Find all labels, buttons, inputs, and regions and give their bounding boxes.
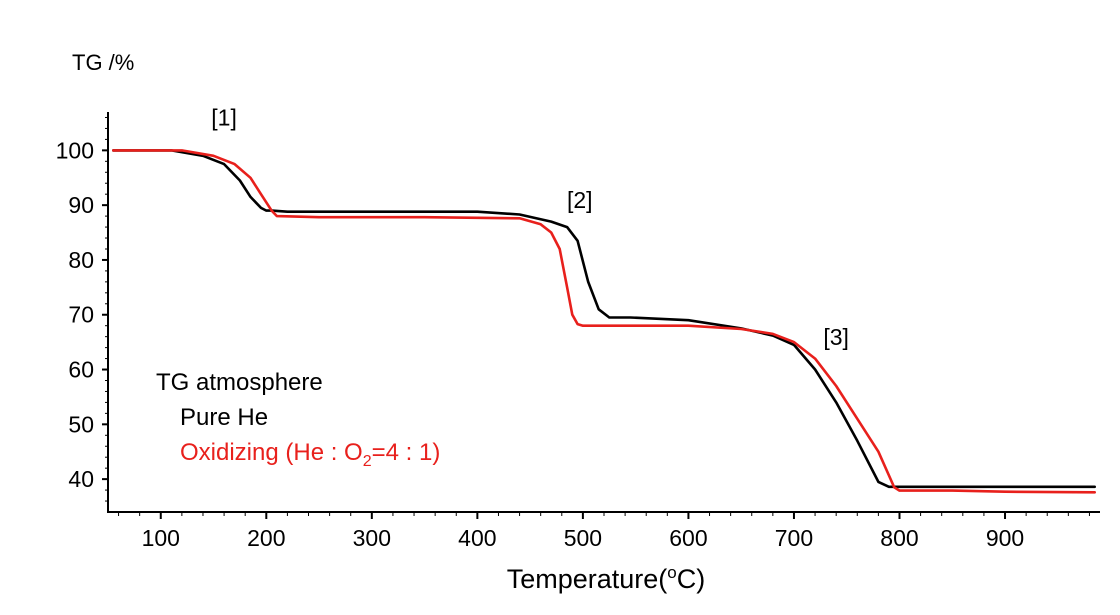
legend-entry-oxidizing: Oxidizing (He : O2=4 : 1) <box>180 439 440 470</box>
legend-entry-pure-he: Pure He <box>180 404 268 431</box>
x-axis-title-prefix: Temperature( <box>507 564 668 594</box>
x-axis-title: Temperature(oC) <box>507 563 706 594</box>
annotations: [1] [2] [3] <box>211 105 849 350</box>
step-annotation: [3] <box>823 324 849 350</box>
x-tick-label: 400 <box>458 525 496 551</box>
legend-ox-suffix: =4 : 1) <box>372 439 441 466</box>
y-axis-title: TG /% <box>72 50 134 75</box>
x-tick-label: 300 <box>353 525 391 551</box>
x-tick-label: 900 <box>986 525 1024 551</box>
x-tick-label: 100 <box>142 525 180 551</box>
x-tick-label: 700 <box>775 525 813 551</box>
y-tick-label: 70 <box>68 302 94 328</box>
y-tick-label: 100 <box>56 137 94 163</box>
y-tick-label: 80 <box>68 247 94 273</box>
x-axis-title-sup: o <box>667 563 676 582</box>
y-tick-label: 90 <box>68 192 94 218</box>
series-line-oxidizing <box>112 149 1096 494</box>
step-annotation: [1] <box>211 105 237 131</box>
y-tick-label: 40 <box>68 466 94 492</box>
series-line-pure-he <box>112 149 1096 489</box>
legend-ox-sub: 2 <box>363 453 372 470</box>
legend-ox-prefix: Oxidizing (He : O <box>180 439 363 466</box>
legend-title: TG atmosphere <box>156 369 323 396</box>
legend: TG atmosphere Pure He Oxidizing (He : O2… <box>156 369 440 470</box>
x-tick-label: 600 <box>669 525 707 551</box>
ticks <box>102 116 1090 519</box>
y-tick-label: 50 <box>68 411 94 437</box>
x-tick-label: 200 <box>247 525 285 551</box>
series-lines <box>112 149 1096 494</box>
x-tick-label: 800 <box>880 525 918 551</box>
x-axis-title-suffix: C) <box>677 564 706 594</box>
y-tick-label: 60 <box>68 357 94 383</box>
tick-labels: 40 50 60 70 80 90 100 100 200 300 400 500 600 700 800 9… <box>56 137 1025 551</box>
x-tick-label: 500 <box>564 525 602 551</box>
step-annotation: [2] <box>567 187 593 213</box>
